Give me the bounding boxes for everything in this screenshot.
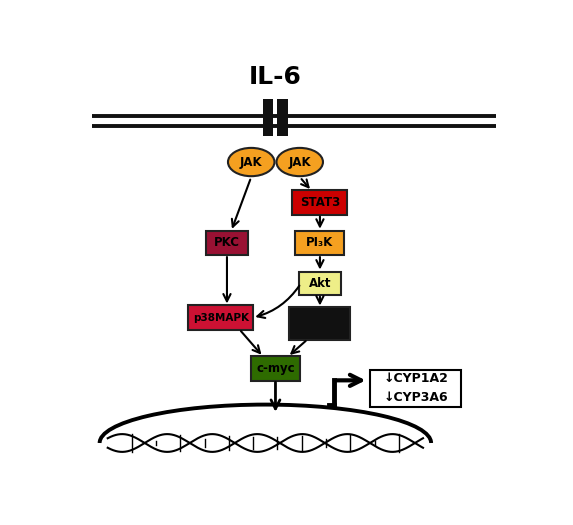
Text: ↓CYP1A2
↓CYP3A6: ↓CYP1A2 ↓CYP3A6 <box>383 372 449 404</box>
FancyBboxPatch shape <box>251 356 300 381</box>
Text: JAK: JAK <box>288 155 311 169</box>
FancyBboxPatch shape <box>206 230 248 255</box>
FancyBboxPatch shape <box>299 271 342 295</box>
Text: PI₃K: PI₃K <box>307 236 333 249</box>
Bar <box>277 99 288 136</box>
Text: STAT3: STAT3 <box>300 196 340 209</box>
FancyBboxPatch shape <box>189 306 253 330</box>
Text: p38MAPK: p38MAPK <box>193 313 249 323</box>
Ellipse shape <box>228 148 274 176</box>
FancyBboxPatch shape <box>371 370 461 406</box>
Text: c-myc: c-myc <box>256 362 295 375</box>
Text: JAK: JAK <box>240 155 262 169</box>
Bar <box>264 99 273 136</box>
Text: PKC: PKC <box>214 236 240 249</box>
FancyBboxPatch shape <box>296 230 344 255</box>
Text: IL-6: IL-6 <box>249 65 302 89</box>
FancyBboxPatch shape <box>289 307 351 340</box>
FancyBboxPatch shape <box>292 190 347 215</box>
Text: Akt: Akt <box>309 277 331 290</box>
Ellipse shape <box>277 148 323 176</box>
